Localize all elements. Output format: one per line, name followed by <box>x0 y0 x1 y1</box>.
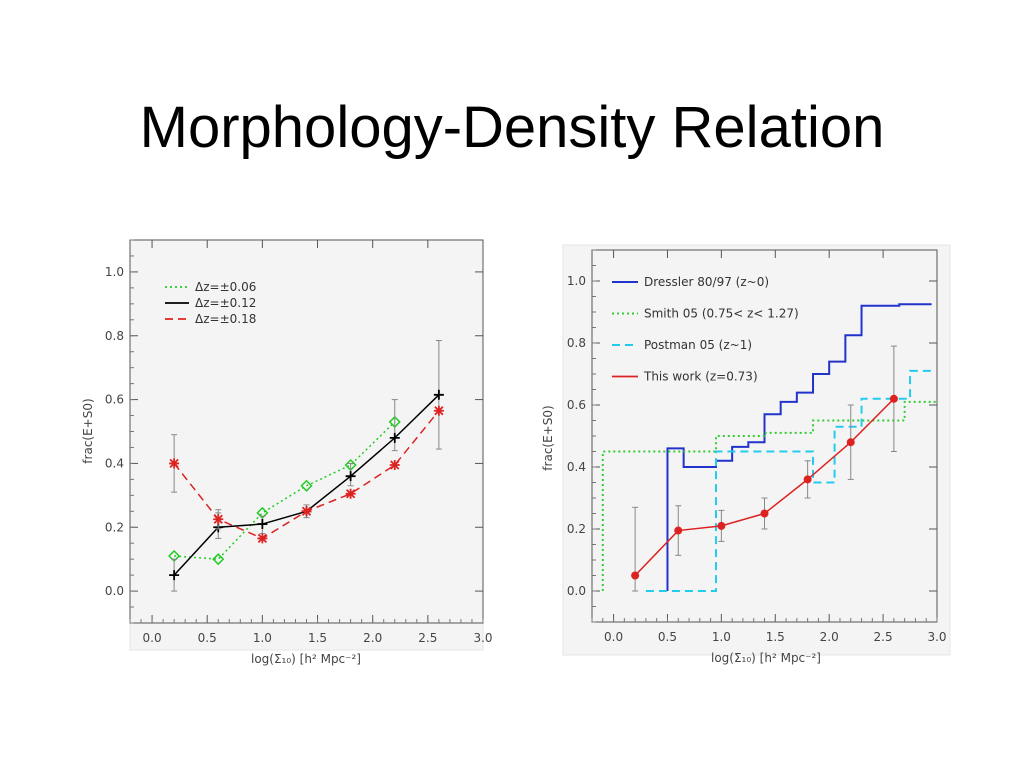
legend-label: Δz=±0.06 <box>195 280 256 294</box>
y-tick-label: 1.0 <box>567 274 586 288</box>
x-tick-label: 2.5 <box>418 631 437 645</box>
y-tick-label: 0.8 <box>105 329 124 343</box>
data-point <box>389 460 400 471</box>
data-point <box>889 394 898 403</box>
y-tick-label: 1.0 <box>105 265 124 279</box>
legend-label: This work (z=0.73) <box>643 370 758 384</box>
legend-label: Δz=±0.18 <box>195 312 256 326</box>
chart-panel-2: 0.0 0.5 1.0 1.5 2.0 2.5 3.0 0.0 0.2 0.4 0.6 0.8 1.0 l… <box>541 244 951 665</box>
y-tick-label: 0.2 <box>105 520 124 534</box>
data-point <box>674 526 683 535</box>
x-tick-label: 1.5 <box>308 631 327 645</box>
chart-panel-1: 0.0 0.5 1.0 1.5 2.0 2.5 3.0 0.0 0.2 0.4 0.6 0.8 1.0 l… <box>81 239 493 666</box>
y-tick-label: 0.4 <box>105 456 124 470</box>
series-1 <box>168 415 401 566</box>
slide-title: Morphology-Density Relation <box>139 95 885 160</box>
legend-label: Δz=±0.12 <box>195 296 256 310</box>
y-axis-label: frac(E+S0) <box>81 398 95 463</box>
data-point <box>213 514 224 525</box>
y-tick-label: 0.0 <box>105 584 124 598</box>
legend-label: Smith 05 (0.75< z< 1.27) <box>644 307 799 321</box>
data-point <box>169 570 180 581</box>
series-3 <box>169 405 444 544</box>
x-tick-label: 0.0 <box>604 630 623 644</box>
data-point <box>257 519 268 530</box>
data-point <box>257 533 268 544</box>
y-tick-label: 0.2 <box>567 522 586 536</box>
series-line <box>645 369 932 592</box>
data-point <box>433 405 444 416</box>
data-point <box>169 458 180 469</box>
x-tick-label: 1.5 <box>766 630 785 644</box>
data-point <box>846 438 855 447</box>
panel-background <box>129 239 484 651</box>
data-point <box>345 488 356 499</box>
x-tick-label: 2.5 <box>874 630 893 644</box>
x-axis-label: log(Σ₁₀) [h² Mpc⁻²] <box>711 651 821 665</box>
y-tick-label: 0.0 <box>567 584 586 598</box>
x-axis-label: log(Σ₁₀) [h² Mpc⁻²] <box>251 652 361 666</box>
x-tick-label: 0.0 <box>143 631 162 645</box>
y-axis-label: frac(E+S0) <box>541 405 555 470</box>
x-tick-label: 1.0 <box>253 631 272 645</box>
data-point <box>433 389 444 400</box>
series-1 <box>666 303 932 591</box>
data-point <box>300 479 313 492</box>
x-tick-label: 0.5 <box>198 631 217 645</box>
series-4 <box>631 345 898 592</box>
data-point <box>301 506 312 517</box>
x-tick-label: 2.0 <box>820 630 839 644</box>
data-point <box>631 571 640 580</box>
legend-label: Postman 05 (z~1) <box>644 338 752 352</box>
y-tick-label: 0.4 <box>567 460 586 474</box>
y-tick-label: 0.6 <box>105 393 124 407</box>
y-tick-label: 0.8 <box>567 336 586 350</box>
legend-label: Dressler 80/97 (z~0) <box>644 275 769 289</box>
y-tick-label: 0.6 <box>567 398 586 412</box>
data-point <box>717 521 726 530</box>
x-tick-label: 3.0 <box>927 630 946 644</box>
x-tick-label: 3.0 <box>473 631 492 645</box>
x-tick-label: 0.5 <box>658 630 677 644</box>
series-line <box>666 303 932 591</box>
data-point <box>212 553 225 566</box>
data-point <box>389 432 400 443</box>
x-tick-label: 1.0 <box>712 630 731 644</box>
series-line <box>174 421 396 560</box>
series-3 <box>645 369 932 592</box>
data-point <box>345 471 356 482</box>
x-tick-label: 2.0 <box>363 631 382 645</box>
data-point <box>760 509 769 518</box>
data-point <box>803 475 812 484</box>
